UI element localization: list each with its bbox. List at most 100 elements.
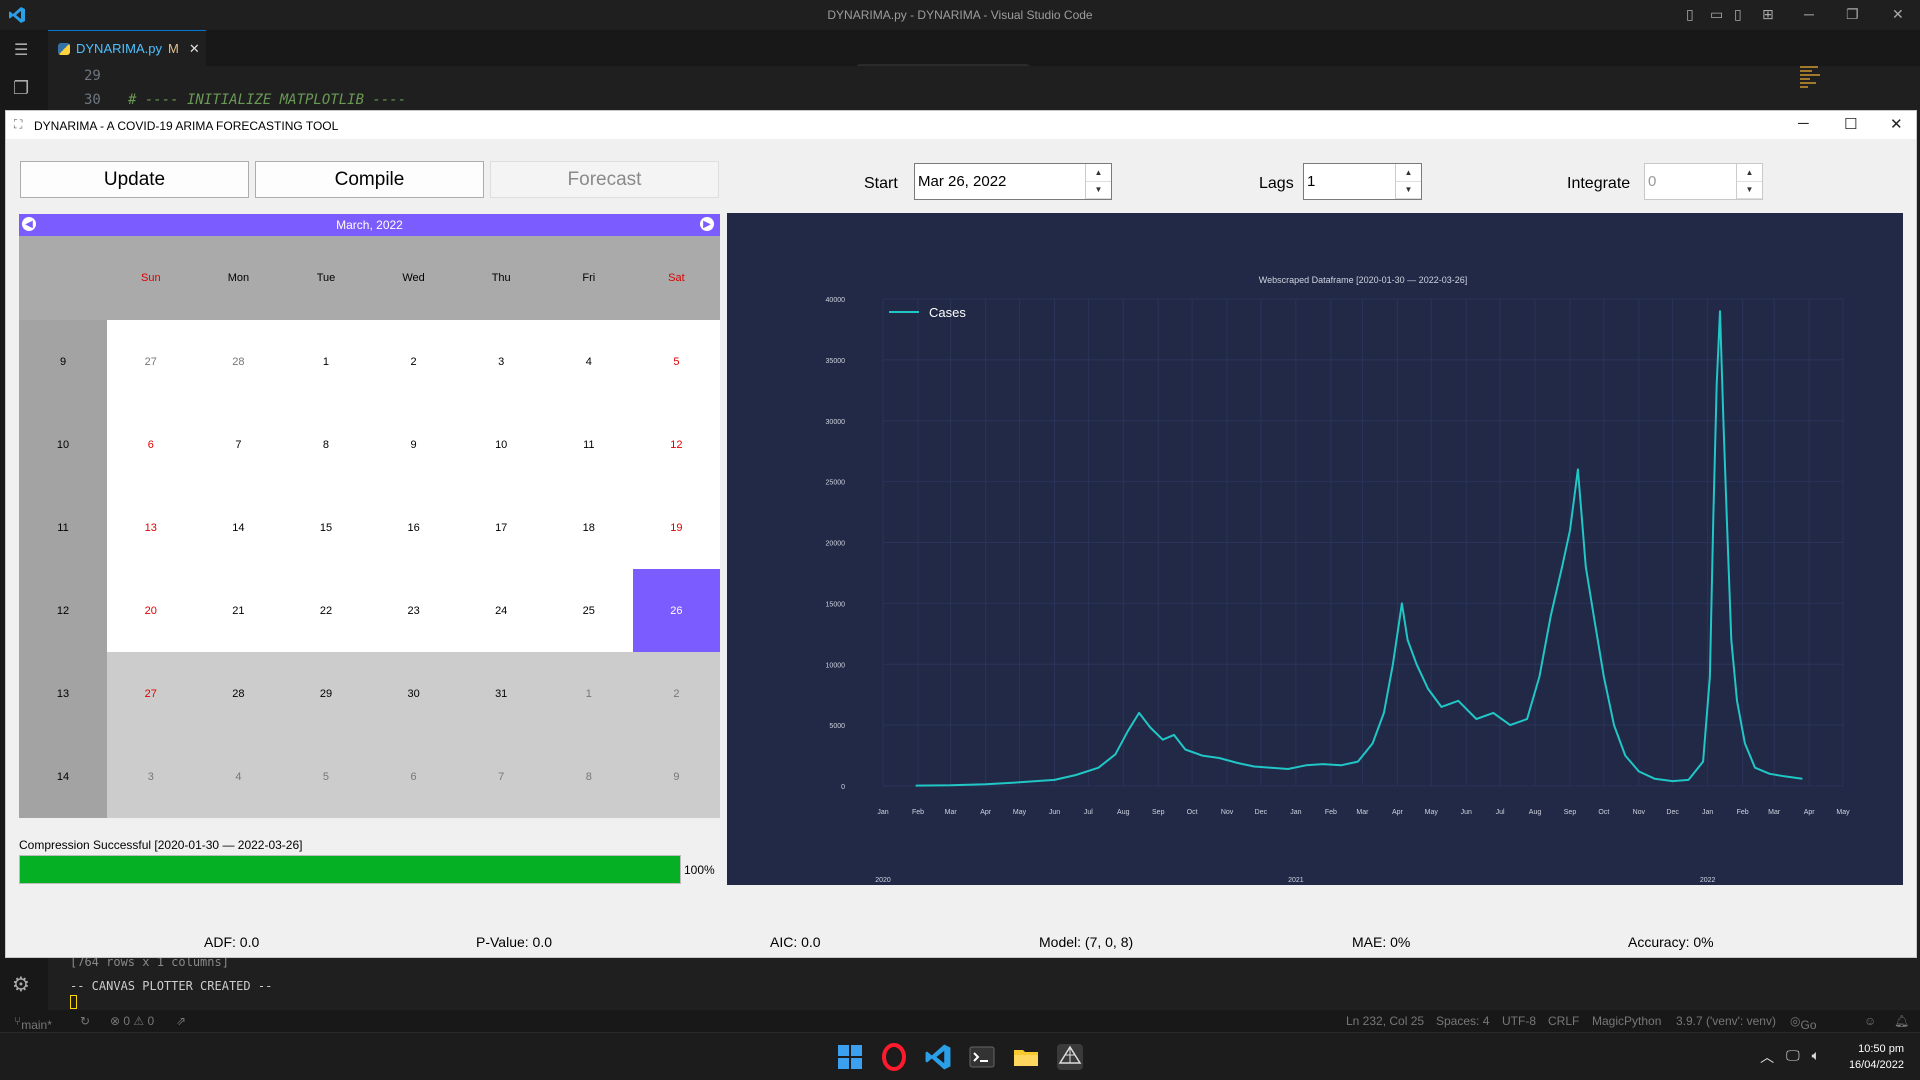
calendar-day[interactable]: 28 [194, 652, 283, 735]
calendar-day[interactable]: 13 [107, 486, 195, 569]
language-mode[interactable]: MagicPython [1592, 1014, 1662, 1028]
integrate-stepper[interactable]: ▲ ▼ [1736, 164, 1762, 199]
down-arrow-icon[interactable]: ▼ [1737, 182, 1762, 199]
toggle-secondary-sidebar-icon[interactable]: ▯ [1734, 6, 1742, 22]
calendar-day[interactable]: 15 [282, 486, 370, 569]
calendar-day[interactable]: 21 [194, 569, 283, 652]
line-ending[interactable]: CRLF [1548, 1014, 1580, 1028]
terminal-taskbar-icon[interactable] [968, 1043, 996, 1071]
lags-input[interactable]: 1 ▲ ▼ [1303, 163, 1422, 200]
encoding[interactable]: UTF-8 [1502, 1014, 1536, 1028]
calendar-day[interactable]: 27 [107, 320, 195, 403]
next-month-arrow-icon[interactable]: ▶ [700, 217, 714, 231]
python-app-icon[interactable] [1056, 1043, 1084, 1071]
calendar-day[interactable]: 29 [282, 652, 370, 735]
toggle-panel-icon[interactable]: ▭ [1710, 6, 1724, 22]
calendar-day[interactable]: 1 [545, 652, 633, 735]
network-icon[interactable]: 🖵︎ [1786, 1047, 1800, 1063]
calendar-day[interactable]: 6 [107, 403, 195, 486]
calendar-day[interactable]: 28 [194, 320, 283, 403]
tab-dynarima-py[interactable]: DYNARIMA.py M ✕ [48, 30, 206, 66]
calendar-day[interactable]: 31 [457, 652, 545, 735]
calendar-day[interactable]: 25 [545, 569, 633, 652]
volume-icon[interactable]: 🔈︎ [1811, 1047, 1820, 1063]
calendar-month[interactable]: March [336, 218, 370, 232]
feedback-icon[interactable]: ☺ [1864, 1014, 1877, 1028]
calendar-day[interactable]: 23 [369, 569, 458, 652]
minimize-icon[interactable]: ─ [1804, 6, 1814, 22]
up-arrow-icon[interactable]: ▲ [1086, 164, 1111, 182]
git-branch[interactable]: ⑂ main* [14, 1014, 52, 1032]
calendar-day[interactable]: 2 [369, 320, 458, 403]
calendar-day[interactable]: 4 [194, 735, 283, 818]
calendar-day[interactable]: 24 [457, 569, 545, 652]
calendar-day[interactable]: 27 [107, 652, 195, 735]
python-interpreter[interactable]: 3.9.7 ('venv': venv) [1676, 1014, 1776, 1028]
calendar-day[interactable]: 30 [369, 652, 458, 735]
problems-count[interactable]: ⊗ 0 ⚠ 0 [110, 1014, 155, 1028]
file-explorer-icon[interactable] [1012, 1043, 1040, 1071]
tab-close-icon[interactable]: ✕ [188, 40, 200, 56]
toggle-sidebar-icon[interactable]: ▯ [1686, 6, 1694, 22]
calendar-day[interactable]: 12 [632, 403, 721, 486]
calendar-day[interactable]: 8 [282, 403, 370, 486]
customize-layout-icon[interactable]: ⊞ [1762, 6, 1774, 22]
settings-gear-icon[interactable]: ⚙ [12, 974, 30, 996]
calendar-day[interactable]: 3 [457, 320, 545, 403]
down-arrow-icon[interactable]: ▼ [1086, 182, 1111, 199]
calendar-day[interactable]: 20 [107, 569, 195, 652]
app-maximize-icon[interactable]: ☐ [1844, 116, 1858, 133]
up-arrow-icon[interactable]: ▲ [1396, 164, 1421, 182]
compile-button[interactable]: Compile [255, 161, 484, 198]
live-share-icon[interactable]: ⇗ [176, 1014, 187, 1028]
down-arrow-icon[interactable]: ▼ [1396, 182, 1421, 199]
calendar-day[interactable]: 2 [632, 652, 721, 735]
calendar-day[interactable]: 9 [369, 403, 458, 486]
calendar-month-year[interactable]: March, 2022 [336, 218, 403, 232]
forecast-button[interactable]: Forecast [490, 161, 719, 198]
menu-icon[interactable]: ☰ [14, 42, 29, 59]
app-minimize-icon[interactable]: ─ [1798, 115, 1809, 132]
explorer-icon[interactable]: ❐ [13, 78, 30, 98]
calendar-day[interactable]: 9 [632, 735, 721, 818]
line-chart[interactable]: Webscraped Dataframe [2020-01-30 — 2022-… [727, 213, 1903, 885]
prev-month-arrow-icon[interactable]: ◀ [22, 217, 36, 231]
integrate-input[interactable]: 0 ▲ ▼ [1644, 163, 1763, 200]
restore-icon[interactable]: ❐ [1846, 6, 1859, 22]
calendar-day[interactable]: 10 [457, 403, 545, 486]
go-live[interactable]: ◎ Go Live [1790, 1014, 1823, 1046]
calendar-day[interactable]: 16 [369, 486, 458, 569]
calendar-day[interactable]: 7 [194, 403, 283, 486]
calendar-day[interactable]: 7 [457, 735, 545, 818]
sync-icon[interactable]: ↻ [80, 1014, 91, 1028]
clock[interactable]: 10:50 pm 16/04/2022 [1849, 1041, 1904, 1073]
calendar-day[interactable]: 19 [632, 486, 721, 569]
opera-browser-icon[interactable] [880, 1043, 908, 1071]
calendar-day[interactable]: 14 [194, 486, 283, 569]
close-icon[interactable]: ✕ [1892, 6, 1904, 22]
calendar-day[interactable]: 17 [457, 486, 545, 569]
calendar-day[interactable]: 26 [632, 569, 721, 652]
cursor-position[interactable]: Ln 232, Col 25 [1346, 1014, 1425, 1028]
calendar-day[interactable]: 5 [282, 735, 370, 818]
calendar-day[interactable]: 4 [545, 320, 633, 403]
calendar-day[interactable]: 3 [107, 735, 195, 818]
app-close-icon[interactable]: ✕ [1890, 116, 1903, 133]
calendar-day[interactable]: 1 [282, 320, 370, 403]
notifications-icon[interactable]: 🔔︎ [1894, 1014, 1910, 1028]
chart-canvas[interactable]: Webscraped Dataframe [2020-01-30 — 2022-… [727, 213, 1903, 885]
minimap[interactable] [1798, 66, 1834, 96]
indentation[interactable]: Spaces: 4 [1436, 1014, 1490, 1028]
up-arrow-icon[interactable]: ▲ [1737, 164, 1762, 182]
calendar-day[interactable]: 8 [545, 735, 633, 818]
calendar-year[interactable]: 2022 [376, 218, 403, 232]
windows-start-icon[interactable] [836, 1043, 864, 1071]
show-hidden-icons-icon[interactable]: ︿ [1760, 1049, 1775, 1065]
calendar-day[interactable]: 22 [282, 569, 370, 652]
calendar-day[interactable]: 18 [545, 486, 633, 569]
code-editor[interactable]: 29 30 # ---- INITIALIZE MATPLOTLIB ---- [48, 66, 1920, 110]
lags-stepper[interactable]: ▲ ▼ [1395, 164, 1421, 199]
start-date-input[interactable]: Mar 26, 2022 ▲ ▼ [914, 163, 1112, 200]
terminal-panel[interactable]: [764 rows x 1 columns] -- CANVAS PLOTTER… [48, 955, 1920, 1010]
update-button[interactable]: Update [20, 161, 249, 198]
